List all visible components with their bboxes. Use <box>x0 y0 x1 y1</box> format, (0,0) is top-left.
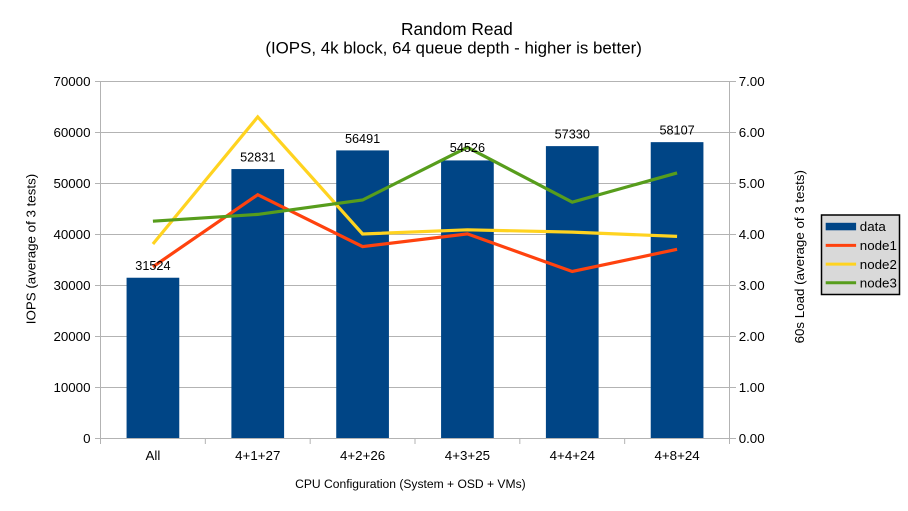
svg-text:30000: 30000 <box>53 278 90 293</box>
svg-text:56491: 56491 <box>345 132 380 146</box>
svg-text:57330: 57330 <box>555 128 590 142</box>
svg-text:2.00: 2.00 <box>739 329 765 344</box>
svg-text:7.00: 7.00 <box>739 74 765 89</box>
svg-text:node3: node3 <box>860 275 897 290</box>
svg-text:node1: node1 <box>860 238 897 253</box>
svg-text:5.00: 5.00 <box>739 176 765 191</box>
svg-text:60000: 60000 <box>53 125 90 140</box>
svg-text:Random Read: Random Read <box>401 19 513 39</box>
svg-text:58107: 58107 <box>659 123 694 137</box>
svg-text:4+2+26: 4+2+26 <box>340 448 385 463</box>
svg-text:4+3+25: 4+3+25 <box>445 448 490 463</box>
svg-text:(IOPS, 4k block, 64 queue dept: (IOPS, 4k block, 64 queue depth - higher… <box>265 39 642 58</box>
svg-text:54526: 54526 <box>450 141 485 155</box>
svg-text:node2: node2 <box>860 257 897 272</box>
svg-text:60s Load (average of 3 tests): 60s Load (average of 3 tests) <box>792 170 807 343</box>
svg-text:52831: 52831 <box>240 151 275 165</box>
svg-text:70000: 70000 <box>53 74 90 89</box>
svg-text:3.00: 3.00 <box>739 278 765 293</box>
svg-text:All: All <box>146 448 161 463</box>
svg-text:IOPS (average of 3 tests): IOPS (average of 3 tests) <box>24 174 39 324</box>
svg-text:6.00: 6.00 <box>739 125 765 140</box>
svg-text:CPU Configuration (System + OS: CPU Configuration (System + OSD + VMs) <box>295 477 526 491</box>
svg-text:4+1+27: 4+1+27 <box>235 448 280 463</box>
svg-text:4.00: 4.00 <box>739 227 765 242</box>
svg-text:50000: 50000 <box>53 176 90 191</box>
svg-text:4+4+24: 4+4+24 <box>550 448 596 463</box>
svg-text:0.00: 0.00 <box>739 431 765 446</box>
svg-text:40000: 40000 <box>53 227 90 242</box>
svg-text:10000: 10000 <box>53 380 90 395</box>
svg-text:1.00: 1.00 <box>739 380 765 395</box>
svg-text:20000: 20000 <box>53 329 90 344</box>
svg-text:data: data <box>860 219 887 234</box>
svg-text:31524: 31524 <box>135 259 170 273</box>
svg-text:0: 0 <box>83 431 90 446</box>
svg-text:4+8+24: 4+8+24 <box>654 448 700 463</box>
